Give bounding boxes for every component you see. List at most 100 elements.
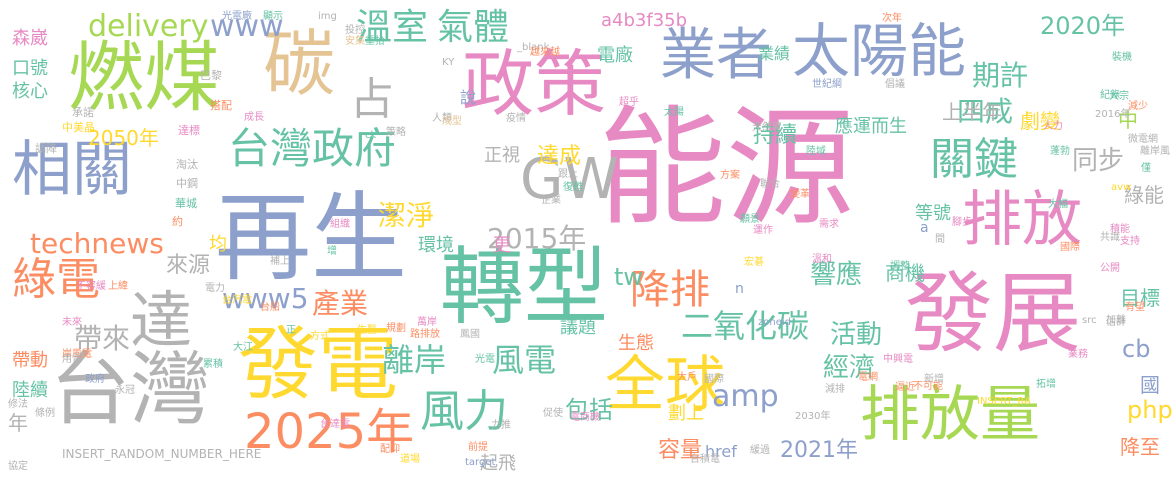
word: 拓增	[1036, 379, 1056, 390]
word: 綠能	[1124, 183, 1164, 207]
word: 電商機	[570, 412, 600, 423]
word: 搭配	[210, 99, 232, 112]
word: 相關	[12, 135, 132, 205]
word: 力推	[491, 420, 511, 431]
word: INSERT_RANDOM_NUMBER_HERE	[62, 447, 262, 461]
word: zoneid	[758, 317, 791, 328]
word: 人類	[432, 113, 452, 124]
word: avw	[1111, 182, 1132, 193]
word: 越來越	[530, 47, 560, 58]
word: 2021年	[780, 438, 858, 463]
word: 業者	[660, 23, 772, 88]
word: a	[920, 220, 929, 236]
word: 光電	[475, 354, 495, 365]
word: 修法	[8, 399, 28, 410]
word: 巴黎	[200, 69, 222, 82]
word: 有望	[1125, 302, 1145, 313]
word: 離岸風	[1140, 146, 1170, 157]
word: 跟上	[558, 169, 578, 180]
word: 劇變	[1020, 109, 1060, 133]
word: 關鍵	[930, 134, 1018, 185]
word: 成長	[244, 112, 264, 123]
word: 台灣	[50, 343, 210, 436]
word: 燃煤	[68, 33, 220, 122]
word: 大江	[233, 342, 253, 353]
word: 蓬勃	[1050, 146, 1070, 157]
word: 電廠	[597, 45, 633, 66]
word: 僅	[1141, 163, 1151, 174]
word: 紀錄	[1100, 90, 1120, 101]
word: 業績	[758, 44, 791, 63]
word: 承諾	[72, 106, 94, 119]
word: KY	[442, 57, 455, 68]
word: 方案	[720, 170, 740, 181]
word: 間	[935, 234, 945, 245]
word: 需求	[819, 219, 839, 230]
word: cb	[1122, 335, 1151, 363]
word: www5	[222, 282, 309, 315]
word: 約	[172, 215, 183, 228]
word: 達	[130, 284, 193, 357]
word: 應運而生	[835, 116, 907, 137]
word: 緩過	[750, 445, 770, 456]
word: 溫室	[356, 7, 429, 48]
word: 期許	[972, 59, 1029, 92]
word: 減少	[1128, 101, 1148, 112]
word: 議題	[560, 317, 596, 338]
word: 2030年	[795, 411, 831, 422]
word: 達標	[178, 124, 200, 137]
word: 路排放	[410, 329, 440, 340]
word: 正	[286, 325, 296, 336]
word: 逼近	[895, 382, 915, 393]
word: 策略	[386, 127, 406, 138]
word: src	[1082, 315, 1097, 326]
word: 未來	[62, 317, 82, 328]
word: 國	[1140, 373, 1160, 397]
word: 大戶	[677, 372, 697, 383]
word: 商機	[885, 261, 925, 285]
word: 全球	[605, 350, 725, 420]
word: 風電	[492, 341, 557, 379]
word: 倡議	[885, 79, 905, 90]
word: 響應	[810, 260, 863, 290]
word: 太陽	[664, 107, 684, 118]
word: 淘汰	[176, 158, 198, 171]
word: 台船	[260, 302, 280, 313]
word: 新增	[924, 374, 944, 385]
word: 陸續	[12, 380, 48, 401]
word: 規劃	[386, 323, 406, 334]
word: 台積電	[690, 454, 720, 465]
word: www	[210, 9, 284, 44]
word: 碳	[263, 22, 336, 106]
word: tw	[614, 263, 644, 291]
word: 2025年	[244, 404, 415, 460]
word: 次年	[882, 13, 902, 24]
word: 運作	[753, 225, 773, 236]
word: 帶來	[74, 322, 131, 355]
word: 增	[327, 246, 337, 257]
word: 宏碁	[744, 257, 764, 268]
word: 發電	[238, 318, 398, 411]
word: 前提	[468, 442, 488, 453]
word: 降至	[1120, 435, 1160, 459]
word: 綠電	[12, 254, 100, 305]
word: 累積	[203, 359, 223, 370]
word: 大幅	[1048, 199, 1068, 210]
word: 上半年	[942, 100, 1002, 124]
word: 補上	[270, 256, 290, 267]
word: 口號	[12, 58, 48, 79]
word: 鳳國	[460, 329, 480, 340]
word: 中興電	[883, 354, 913, 365]
word: 公開	[1100, 263, 1120, 274]
word: 生醫	[357, 325, 377, 336]
word: 電網	[858, 372, 878, 383]
word: 岸風電	[62, 349, 92, 360]
word: 人力	[1043, 121, 1063, 132]
word: 容量	[658, 438, 703, 463]
word: 變革	[790, 189, 810, 200]
word: 用電	[62, 354, 82, 365]
word: 起飛	[480, 453, 516, 474]
word: 四成	[957, 95, 1014, 128]
word: 陸域	[806, 146, 826, 157]
